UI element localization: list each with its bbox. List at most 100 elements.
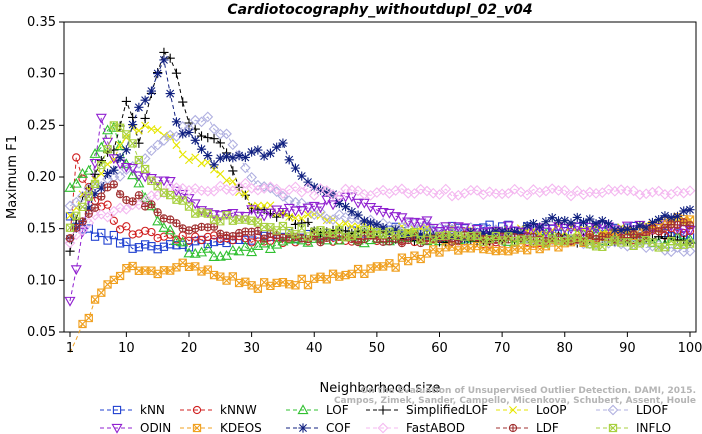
legend-label: ODIN <box>140 421 171 434</box>
data-point <box>95 113 107 124</box>
data-point <box>577 227 590 238</box>
data-point <box>440 222 452 233</box>
data-point <box>352 198 364 209</box>
legend-label: LDF <box>536 421 559 434</box>
data-point <box>653 185 665 197</box>
data-point <box>340 211 351 223</box>
data-point <box>128 119 138 130</box>
data-point <box>84 192 93 201</box>
data-point <box>178 97 188 107</box>
data-point <box>128 244 137 253</box>
data-point <box>685 221 695 230</box>
data-point <box>115 271 125 281</box>
data-point <box>502 221 514 232</box>
data-point <box>421 185 433 197</box>
data-point <box>265 148 276 158</box>
series-line <box>69 125 691 237</box>
data-point <box>566 218 576 228</box>
data-point <box>610 225 620 235</box>
data-point <box>184 127 194 138</box>
data-point <box>666 213 676 223</box>
data-point <box>314 203 327 214</box>
legend-item-kdeos: KDEOS <box>180 421 262 434</box>
data-point <box>259 234 269 243</box>
data-point <box>70 196 82 208</box>
legend-marker <box>378 405 388 415</box>
data-point <box>260 201 269 210</box>
legend-marker <box>192 423 202 433</box>
data-point <box>120 162 132 173</box>
data-point <box>114 140 126 151</box>
data-point <box>684 185 696 197</box>
data-point <box>347 222 356 231</box>
data-point <box>234 151 244 161</box>
data-point <box>427 187 439 199</box>
data-point <box>115 190 125 199</box>
data-point <box>153 126 162 135</box>
data-point <box>447 232 457 243</box>
data-point <box>70 265 82 276</box>
legend-label: FastABOD <box>406 421 465 434</box>
data-point <box>84 203 94 213</box>
data-point <box>415 218 427 229</box>
data-point <box>96 183 106 193</box>
data-point <box>84 209 93 218</box>
data-point <box>372 220 382 230</box>
data-point <box>146 145 157 157</box>
data-point <box>184 202 194 211</box>
x-tick-label: 80 <box>556 341 573 356</box>
legend-label: KDEOS <box>220 421 262 434</box>
data-point <box>190 135 200 145</box>
data-point <box>108 154 120 165</box>
legend-item-inflo: INFLO <box>596 421 671 434</box>
data-point <box>290 163 301 173</box>
data-point <box>191 153 200 162</box>
data-point <box>416 235 425 245</box>
data-point <box>252 184 264 196</box>
data-point <box>609 185 621 197</box>
y-axis-label: Maximum F1 <box>5 135 20 219</box>
data-point <box>191 224 200 233</box>
data-point <box>503 188 514 199</box>
data-point <box>140 113 150 124</box>
data-point <box>214 180 226 192</box>
legend-marker <box>508 423 518 433</box>
data-point <box>672 185 683 197</box>
data-point <box>559 184 571 196</box>
plot-area <box>63 21 697 353</box>
data-point <box>70 229 82 241</box>
data-point <box>147 200 156 209</box>
data-point <box>540 227 552 238</box>
data-point <box>227 244 239 255</box>
data-point <box>340 183 351 195</box>
data-point <box>122 237 131 247</box>
data-point <box>102 211 113 223</box>
data-point <box>72 211 81 220</box>
data-point <box>546 224 558 235</box>
data-point <box>571 222 583 233</box>
data-point <box>84 313 93 323</box>
data-point <box>128 230 137 239</box>
legend-label: kNNW <box>220 403 257 417</box>
chart-title: Cardiotocography_withoutdupl_02_v04 <box>227 2 532 18</box>
data-point <box>297 214 306 223</box>
data-point <box>415 183 427 195</box>
data-point <box>321 213 333 225</box>
data-point <box>171 182 182 194</box>
data-point <box>340 202 351 212</box>
data-point <box>546 183 558 195</box>
data-point <box>316 238 325 247</box>
data-point <box>191 237 200 246</box>
data-point <box>333 190 345 202</box>
data-point <box>221 209 233 220</box>
data-point <box>65 212 75 221</box>
data-point <box>102 168 113 179</box>
data-point <box>103 200 112 209</box>
data-point <box>434 189 445 200</box>
y-tick-label: 0.05 <box>27 325 56 340</box>
data-point <box>246 171 257 183</box>
data-point <box>165 88 175 99</box>
data-point <box>103 145 112 154</box>
data-point <box>258 237 270 248</box>
data-point <box>184 243 194 252</box>
